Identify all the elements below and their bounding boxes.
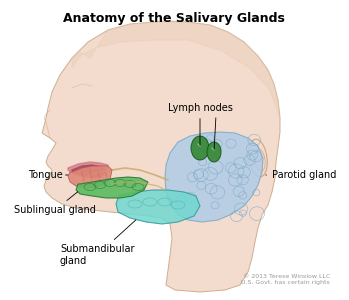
Polygon shape [68,166,112,188]
Text: © 2013 Terese Winslow LLC
U.S. Govt. has certain rights: © 2013 Terese Winslow LLC U.S. Govt. has… [241,274,330,285]
Polygon shape [72,22,280,118]
Text: Lymph nodes: Lymph nodes [168,103,232,145]
Polygon shape [116,190,200,224]
PathPatch shape [42,21,280,292]
Text: Tongue: Tongue [28,170,68,180]
Ellipse shape [191,136,209,160]
Ellipse shape [249,139,267,177]
PathPatch shape [165,132,263,222]
Ellipse shape [207,142,221,162]
Polygon shape [76,177,148,198]
Text: Sublingual gland: Sublingual gland [14,192,96,215]
Text: Parotid gland: Parotid gland [266,170,336,180]
Polygon shape [72,165,106,177]
Text: Anatomy of the Salivary Glands: Anatomy of the Salivary Glands [63,12,285,25]
Polygon shape [68,162,108,178]
Text: Submandibular
gland: Submandibular gland [60,220,136,266]
